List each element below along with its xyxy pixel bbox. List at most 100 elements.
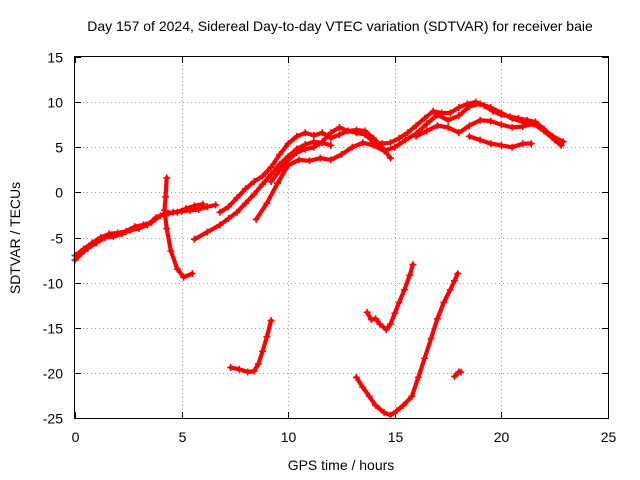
data-point-marker [395,134,403,142]
data-point-marker [259,347,267,355]
data-point-marker [412,122,420,130]
data-point-marker [515,114,522,122]
data-point-marker [244,368,252,376]
data-point-marker [259,172,267,180]
x-tick-label: 10 [281,429,297,445]
data-point-marker [327,156,335,164]
data-point-marker [267,170,275,178]
data-point-marker [372,315,380,323]
data-point-marker [352,373,360,381]
data-point-marker [216,221,224,229]
data-point-marker [252,215,260,223]
axis-ticks: 0 5 10 15 20 25 -25 -20 -15 -10 -5 0 5 10 15 [43,50,617,446]
data-point-marker [444,116,452,124]
data-point-marker [463,100,471,108]
series-arc-1 [71,201,220,264]
data-point-marker [131,223,139,231]
data-point-marker [359,139,367,147]
data-point-marker [188,270,196,278]
data-point-marker [455,104,463,111]
data-point-marker [559,138,567,146]
data-point-marker [156,212,164,220]
data-point-marker [457,368,465,376]
y-tick-label: -5 [51,231,64,247]
data-point-marker [182,205,190,213]
y-tick-label: 5 [55,140,63,156]
data-point-marker [267,163,275,171]
data-point-marker [267,178,275,185]
data-point-marker [276,167,284,175]
data-point-marker [400,286,408,294]
x-tick-label: 5 [179,429,187,445]
y-tick-label: -25 [43,411,63,427]
data-point-marker [284,156,292,164]
data-point-marker [88,239,96,247]
series-trace [72,202,218,263]
data-point-marker [274,179,281,187]
data-point-marker [344,127,352,135]
y-tick-label: 10 [47,95,63,111]
y-tick-label: 15 [47,50,63,66]
data-point-marker [404,129,412,137]
data-point-marker [472,98,480,106]
data-point-marker [212,201,220,209]
data-point-marker [423,120,431,128]
data-point-marker [391,309,399,317]
y-tick-label: 0 [55,185,63,201]
data-point-marker [173,265,181,273]
data-point-marker [263,199,271,207]
data-point-marker [497,141,505,149]
data-point-marker [327,141,335,149]
data-point-marker [519,140,527,148]
data-point-marker [412,132,420,140]
data-point-marker [122,227,130,235]
data-point-marker [519,123,527,130]
data-point-marker [395,299,403,306]
series-arc-4 [190,138,335,243]
x-tick-label: 15 [388,429,404,445]
data-point-marker [529,120,537,128]
data-point-marker [199,200,207,208]
data-point-marker [489,107,497,115]
data-point-marker [233,208,241,216]
series-trace [254,101,564,222]
data-point-marker [293,132,301,140]
data-point-marker [190,202,198,210]
data-point-marker [161,206,168,214]
data-point-marker [438,109,446,117]
data-point-marker [446,109,454,117]
data-point-marker [423,127,431,135]
data-point-marker [378,140,386,148]
data-point-marker [263,333,271,341]
data-point-marker [250,190,258,198]
data-point-marker [455,112,463,120]
data-point-marker [139,221,147,229]
data-point-marker [380,409,388,417]
data-point-marker [427,335,435,343]
data-point-marker [421,354,429,362]
data-point-marker [254,360,262,368]
data-point-marker [540,125,548,133]
data-point-marker [497,111,505,119]
data-point-marker [301,145,309,153]
data-point-marker [429,107,437,115]
data-point-marker [318,129,326,137]
data-point-marker [335,131,343,139]
data-point-marker [414,373,422,381]
data-point-marker [148,218,156,226]
x-axis-label: GPS time / hours [288,457,395,473]
data-point-marker [506,113,514,121]
series-arc-13 [451,368,465,380]
data-point-marker [465,132,473,140]
data-point-marker [338,151,345,158]
data-point-marker [327,129,335,137]
data-point-marker [295,156,303,164]
data-point-marker [476,136,484,144]
series-trace [72,202,205,258]
series-arc-12 [363,261,417,334]
data-point-marker [227,364,235,371]
series-arc-5 [216,126,394,216]
data-point-marker [399,401,407,409]
data-point-marker [451,373,458,380]
